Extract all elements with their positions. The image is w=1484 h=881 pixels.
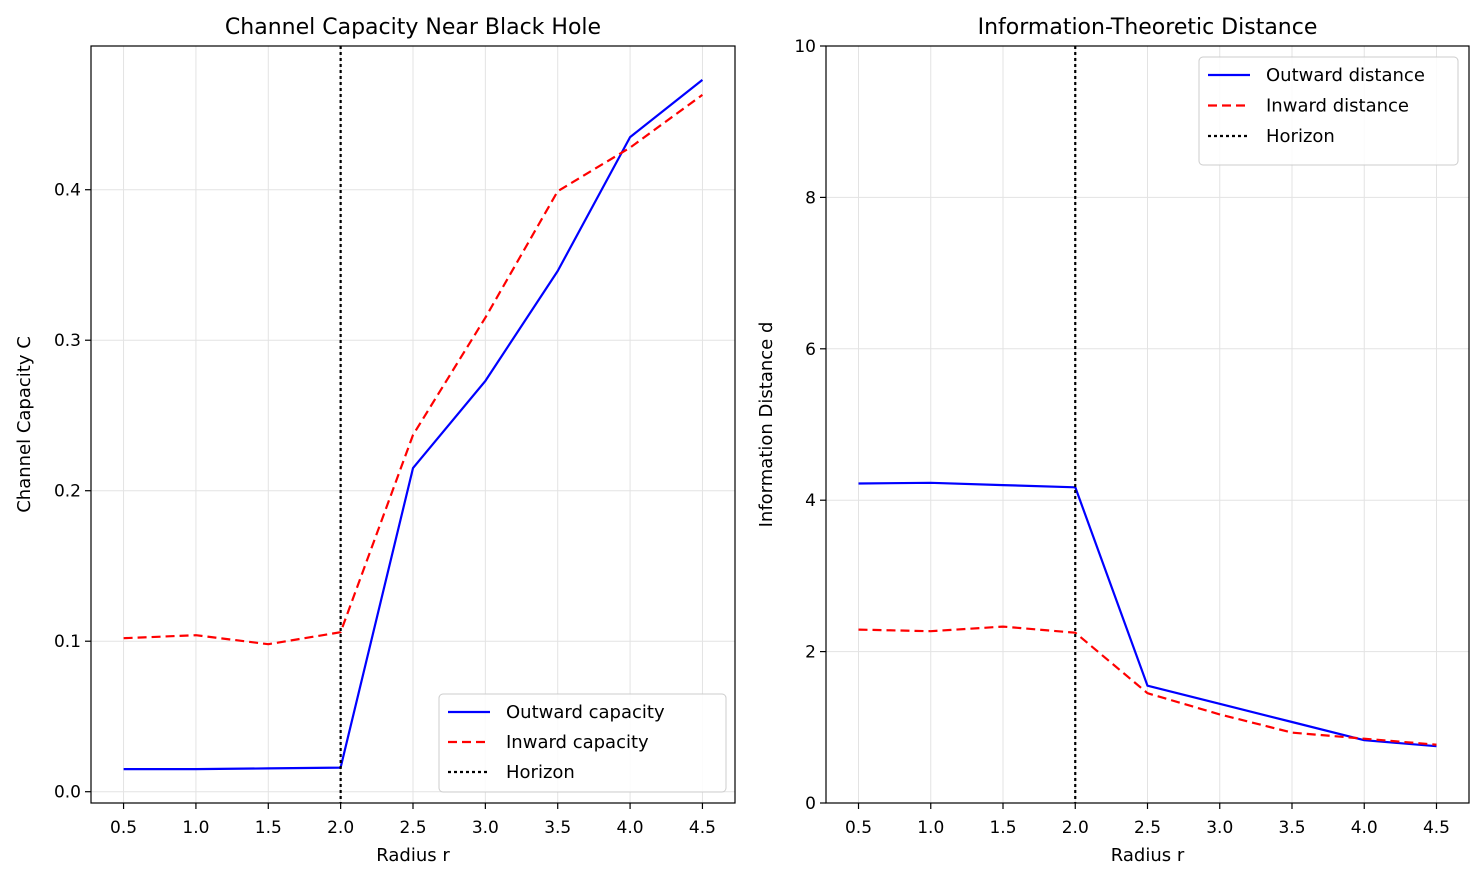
legend-box <box>1198 56 1459 166</box>
y-axis-label: Information Distance d <box>756 322 777 528</box>
legend-label: Outward capacity <box>506 702 665 723</box>
legend-label: Inward distance <box>1266 96 1409 117</box>
legend-label: Inward capacity <box>506 732 649 753</box>
x-tick-label: 2.5 <box>1134 818 1161 838</box>
x-tick-label: 2.5 <box>399 818 426 838</box>
y-tick-label: 0.0 <box>54 783 81 803</box>
x-tick-label: 2.0 <box>1062 818 1089 838</box>
chart-title: Channel Capacity Near Black Hole <box>225 15 601 40</box>
x-tick-label: 4.0 <box>617 818 644 838</box>
series-line-inward <box>858 625 1437 746</box>
legend-label: Horizon <box>506 762 575 783</box>
y-tick-label: 0 <box>805 794 816 814</box>
x-tick-label: 0.5 <box>845 818 872 838</box>
x-tick-label: 0.5 <box>110 818 137 838</box>
y-tick-label: 0.2 <box>54 482 81 502</box>
legend-box <box>438 693 727 793</box>
x-tick-label: 1.5 <box>989 818 1016 838</box>
series-line-outward <box>858 481 1437 748</box>
y-tick-label: 2 <box>805 643 816 663</box>
y-tick-label: 4 <box>805 491 816 511</box>
y-tick-label: 0.1 <box>54 632 81 652</box>
x-tick-label: 4.0 <box>1351 818 1378 838</box>
series-line-outward <box>123 79 704 771</box>
y-tick-label: 0.4 <box>54 181 81 201</box>
x-tick-label: 3.0 <box>472 818 499 838</box>
x-tick-label: 1.0 <box>917 818 944 838</box>
y-tick-label: 10 <box>794 37 816 57</box>
x-tick-label: 4.5 <box>689 818 716 838</box>
x-tick-label: 3.5 <box>1278 818 1305 838</box>
x-tick-label: 3.0 <box>1206 818 1233 838</box>
legend: Outward capacity Inward capacity Horizon <box>438 693 727 793</box>
chart-information-distance: 0.5 1.0 1.5 2.0 2.5 3.0 3.5 4.0 4.5 0 2 4 6 8 10 Inform… <box>756 15 1470 866</box>
y-axis-label: Channel Capacity C <box>14 336 35 513</box>
x-axis-label: Radius r <box>376 845 450 866</box>
y-tick-label: 6 <box>805 340 816 360</box>
legend: Outward distance Inward distance Horizon <box>1198 56 1459 166</box>
x-tick-label: 1.5 <box>255 818 282 838</box>
chart-channel-capacity: 0.5 1.0 1.5 2.0 2.5 3.0 3.5 4.0 4.5 0.0 0.1 0.2 0.3 0… <box>14 15 736 866</box>
legend-label: Horizon <box>1266 126 1335 147</box>
legend-label: Outward distance <box>1266 65 1425 86</box>
x-tick-label: 2.0 <box>327 818 354 838</box>
x-tick-label: 1.0 <box>182 818 209 838</box>
x-axis-label: Radius r <box>1111 845 1185 866</box>
series-line-inward <box>123 94 704 646</box>
x-tick-label: 4.5 <box>1423 818 1450 838</box>
x-tick-label: 3.5 <box>544 818 571 838</box>
y-tick-label: 8 <box>805 188 816 208</box>
chart-title: Information-Theoretic Distance <box>978 15 1318 40</box>
y-tick-label: 0.3 <box>54 331 81 351</box>
